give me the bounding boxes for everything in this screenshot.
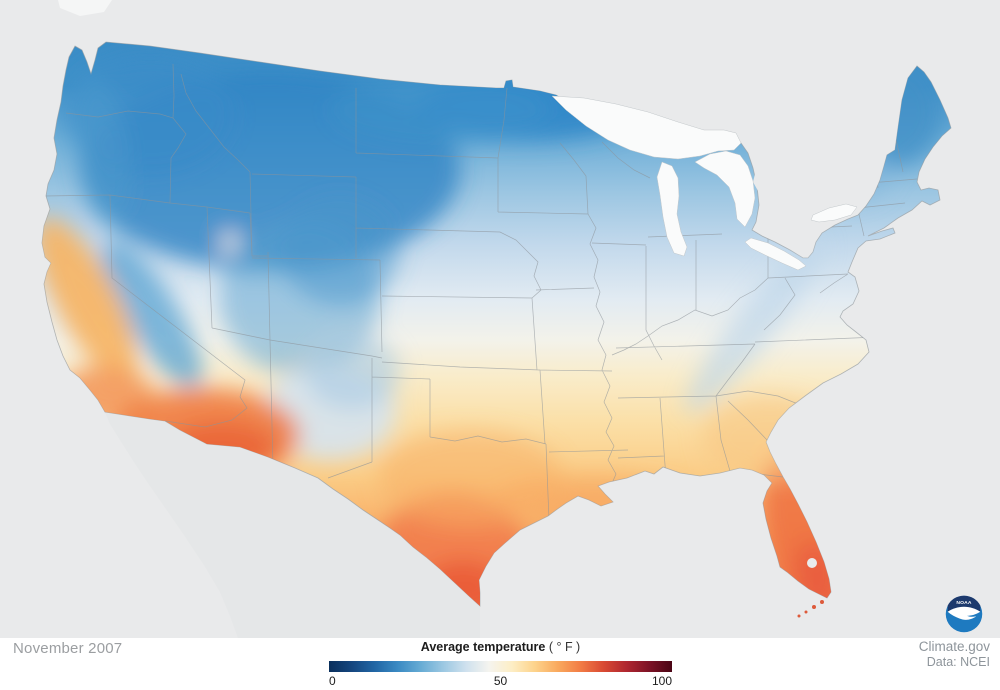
- colorbar-ticks: 0 50 100: [329, 674, 672, 688]
- lake-huron: [694, 150, 756, 228]
- tick-mid: 50: [493, 674, 508, 688]
- tick-max: 100: [651, 674, 672, 688]
- tick-min: 0: [329, 674, 336, 688]
- lake-ontario: [810, 203, 858, 223]
- credits: Climate.gov Data: NCEI: [919, 639, 990, 670]
- map-date-label: November 2007: [13, 640, 123, 657]
- noaa-logo: NOAA: [945, 595, 983, 633]
- lake-michigan: [656, 161, 688, 257]
- ontario-peninsula: [753, 170, 812, 238]
- lake-superior: [551, 95, 742, 160]
- legend-title: Average temperature ( ° F ): [269, 640, 732, 654]
- mexico-landmass: [105, 412, 480, 638]
- temperature-colorbar: [329, 661, 672, 672]
- data-source-credit: Data: NCEI: [926, 654, 990, 669]
- us-temperature-map: [41, 0, 952, 638]
- lake-erie: [744, 237, 807, 271]
- noaa-logo-crest: [947, 595, 981, 612]
- florida-keys: [797, 600, 824, 618]
- climate-gov-credit: Climate.gov: [918, 639, 990, 654]
- great-lakes: [551, 95, 858, 568]
- legend-unit: ( ° F ): [548, 640, 581, 654]
- noaa-seagull-icon: [947, 606, 981, 620]
- noaa-logo-text: NOAA: [956, 600, 972, 606]
- legend-title-text: Average temperature: [420, 640, 546, 654]
- map-canvas: [0, 0, 1000, 638]
- vancouver-island: [58, 0, 112, 16]
- lake-okeechobee: [807, 558, 817, 568]
